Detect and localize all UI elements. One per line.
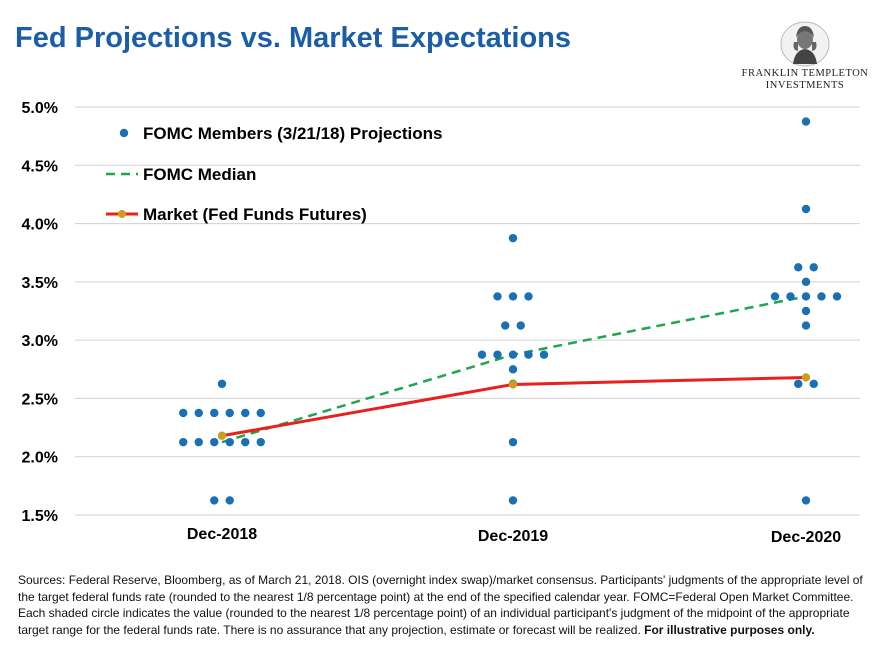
- fomc-dot: [508, 437, 518, 447]
- fomc-dot: [801, 321, 811, 330]
- footnote-text: Sources: Federal Reserve, Bloomberg, as …: [18, 573, 863, 637]
- fomc-dot: [809, 379, 818, 389]
- fomc-dot: [794, 379, 803, 389]
- fomc-dot: [516, 321, 525, 330]
- fomc-dot: [809, 263, 818, 272]
- fomc-dot: [217, 379, 227, 389]
- fomc-dot: [832, 292, 842, 301]
- fomc-dot: [508, 233, 518, 243]
- fomc-dot: [801, 292, 811, 301]
- y-tick-label: 3.5%: [22, 275, 58, 292]
- fomc-dot: [801, 277, 811, 287]
- fomc-dot: [256, 437, 265, 447]
- fomc-dot: [508, 496, 518, 505]
- fomc-dot: [801, 204, 811, 214]
- legend-label-market: Market (Fed Funds Futures): [143, 205, 367, 224]
- fomc-dot: [501, 321, 510, 330]
- y-tick-label: 2.5%: [22, 391, 58, 408]
- fomc-dot: [508, 365, 518, 374]
- fomc-dots: [179, 117, 842, 505]
- logo-wordmark-line1: FRANKLIN TEMPLETON: [741, 68, 869, 79]
- fomc-dot: [539, 350, 549, 359]
- fomc-dot: [801, 306, 811, 316]
- fomc-dot: [508, 292, 518, 301]
- fomc-dot: [210, 408, 219, 418]
- fomc-dot: [794, 263, 803, 272]
- fomc-dot: [210, 437, 219, 447]
- fomc-dot: [801, 496, 811, 505]
- y-tick-label: 4.5%: [22, 158, 58, 175]
- legend-label-median: FOMC Median: [143, 165, 256, 184]
- fomc-dot: [225, 437, 234, 447]
- fomc-dot: [786, 292, 795, 301]
- y-tick-label: 5.0%: [22, 100, 58, 117]
- fomc-dot: [256, 408, 265, 418]
- source-footnote: Sources: Federal Reserve, Bloomberg, as …: [18, 572, 878, 638]
- x-category-label: Dec-2020: [771, 529, 841, 546]
- franklin-templeton-logo: FRANKLIN TEMPLETON INVESTMENTS: [740, 18, 870, 91]
- fomc-dot: [179, 437, 188, 447]
- legend-label-projections: FOMC Members (3/21/18) Projections: [143, 124, 442, 143]
- fomc-dot: [801, 117, 811, 126]
- fomc-dot: [225, 408, 234, 418]
- fomc-dot: [770, 292, 780, 301]
- fomc-dot: [194, 437, 203, 447]
- y-tick-label: 3.0%: [22, 333, 58, 350]
- x-category-label: Dec-2019: [478, 528, 548, 545]
- fomc-dot: [194, 408, 203, 418]
- fomc-dot: [179, 408, 188, 418]
- portrait-seal-icon: [780, 21, 830, 67]
- fomc-dot: [817, 292, 826, 301]
- y-axis-tick-labels: 1.5% 2.0% 2.5% 3.0% 3.5% 4.0% 4.5% 5.0%: [22, 100, 58, 525]
- legend-dot-marker: [119, 128, 129, 138]
- y-tick-label: 2.0%: [22, 450, 58, 467]
- fomc-dot: [477, 350, 487, 359]
- x-category-label: Dec-2018: [187, 526, 257, 543]
- fomc-dot: [493, 292, 502, 301]
- fomc-dot: [524, 292, 533, 301]
- market-point-marker: [217, 431, 227, 440]
- dot-plot-chart: 1.5% 2.0% 2.5% 3.0% 3.5% 4.0% 4.5% 5.0% Dec-201…: [22, 100, 860, 546]
- fomc-dot: [241, 437, 250, 447]
- fomc-dot: [225, 496, 234, 505]
- fomc-dot: [241, 408, 250, 418]
- fomc-dot: [508, 350, 518, 359]
- chart-title: Fed Projections vs. Market Expectations: [15, 22, 572, 54]
- fomc-dot: [210, 496, 219, 505]
- fomc-dot: [493, 350, 502, 359]
- market-point-marker: [508, 380, 518, 389]
- y-tick-label: 1.5%: [22, 508, 58, 525]
- logo-wordmark-line2: INVESTMENTS: [765, 80, 845, 91]
- y-tick-label: 4.0%: [22, 217, 58, 234]
- fomc-dot: [524, 350, 533, 359]
- footnote-disclaimer: For illustrative purposes only.: [644, 622, 815, 637]
- market-point-marker: [801, 373, 811, 382]
- legend-market-marker: [118, 210, 126, 218]
- legend: FOMC Members (3/21/18) Projections FOMC M…: [106, 124, 442, 224]
- x-axis-category-labels: Dec-2018 Dec-2019 Dec-2020: [187, 526, 841, 546]
- gridlines: [75, 106, 860, 516]
